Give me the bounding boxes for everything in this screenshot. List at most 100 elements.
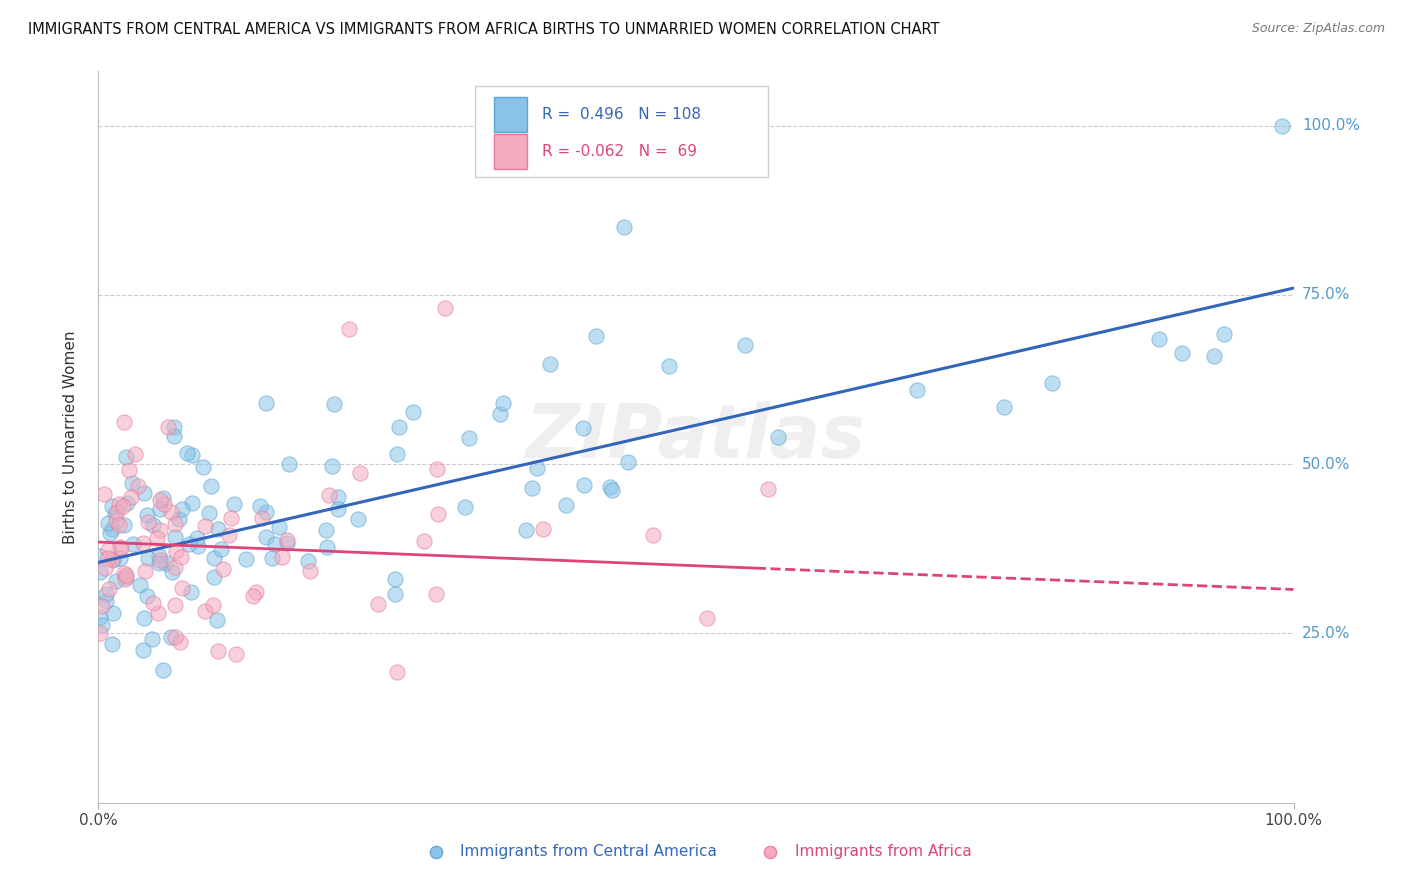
Point [153, 497, 176, 511]
Point [152, 663, 174, 677]
Point [194, 519, 217, 533]
Point [402, 405, 425, 419]
Text: IMMIGRANTS FROM CENTRAL AMERICA VS IMMIGRANTS FROM AFRICA BIRTHS TO UNMARRIED WO: IMMIGRANTS FROM CENTRAL AMERICA VS IMMIG… [28, 22, 939, 37]
Point [112, 566, 135, 581]
Point [114, 567, 136, 582]
Point [520, 482, 543, 496]
Point [235, 552, 257, 566]
Point [993, 401, 1015, 415]
Point [104, 506, 127, 520]
Point [91, 599, 114, 614]
Point [97, 551, 120, 566]
Point [572, 478, 595, 492]
Point [207, 522, 229, 536]
FancyBboxPatch shape [475, 86, 768, 178]
Point [339, 322, 361, 336]
Point [93, 487, 115, 501]
Point [108, 540, 131, 554]
Point [94, 586, 117, 600]
Point [96, 594, 118, 608]
Point [384, 572, 406, 586]
Point [245, 585, 267, 599]
Point [1271, 119, 1294, 133]
Point [426, 462, 449, 476]
Point [194, 604, 217, 618]
Point [94, 561, 117, 575]
Point [170, 501, 193, 516]
Point [149, 492, 172, 507]
Point [136, 508, 159, 522]
Point [145, 531, 167, 545]
Point [131, 536, 153, 550]
Point [148, 553, 170, 567]
Point [186, 531, 208, 545]
Point [297, 554, 319, 568]
Point [127, 479, 149, 493]
Point [129, 578, 152, 592]
Point [132, 485, 155, 500]
Point [101, 606, 124, 620]
Point [572, 421, 595, 435]
Point [124, 447, 146, 461]
Text: 25.0%: 25.0% [1302, 626, 1350, 641]
Point [198, 506, 221, 520]
Point [136, 551, 159, 566]
Point [108, 497, 131, 511]
Point [165, 598, 187, 612]
Point [454, 500, 477, 514]
Point [97, 516, 120, 531]
Point [326, 490, 349, 504]
Point [163, 420, 186, 434]
Point [276, 533, 298, 548]
Point [388, 420, 411, 434]
Point [172, 581, 194, 595]
Point [159, 630, 181, 644]
Point [163, 516, 186, 531]
Text: R = -0.062   N =  69: R = -0.062 N = 69 [541, 144, 697, 159]
Point [734, 338, 756, 352]
Point [600, 483, 623, 497]
Point [212, 562, 235, 576]
Point [193, 460, 215, 475]
Point [105, 574, 128, 588]
Point [89, 610, 111, 624]
Point [136, 515, 159, 529]
Point [458, 431, 481, 445]
Point [98, 525, 121, 540]
Point [105, 514, 128, 528]
Point [554, 498, 576, 512]
Text: R =  0.496   N = 108: R = 0.496 N = 108 [541, 107, 700, 122]
Point [89, 549, 111, 563]
Point [347, 512, 370, 526]
Point [157, 420, 180, 434]
Point [170, 550, 193, 565]
Point [207, 644, 229, 658]
Point [200, 479, 222, 493]
Point [531, 522, 554, 536]
Point [97, 582, 120, 597]
Point [132, 611, 155, 625]
Point [256, 396, 278, 410]
Point [114, 450, 136, 465]
Point [115, 496, 138, 510]
Point [177, 536, 200, 550]
Point [176, 446, 198, 460]
Point [254, 530, 277, 544]
Point [165, 544, 187, 558]
Point [758, 482, 780, 496]
Point [180, 584, 202, 599]
Point [271, 550, 294, 565]
Point [264, 537, 287, 551]
Text: ZIPatlas: ZIPatlas [526, 401, 866, 474]
Point [413, 534, 436, 549]
Point [526, 461, 548, 475]
Legend: Immigrants from Central America, Immigrants from Africa: Immigrants from Central America, Immigra… [415, 838, 977, 864]
Point [148, 549, 170, 563]
Point [169, 512, 191, 526]
Point [134, 564, 156, 578]
Point [97, 543, 120, 558]
Point [112, 415, 135, 429]
Point [159, 505, 181, 519]
Point [425, 586, 447, 600]
Point [121, 476, 143, 491]
